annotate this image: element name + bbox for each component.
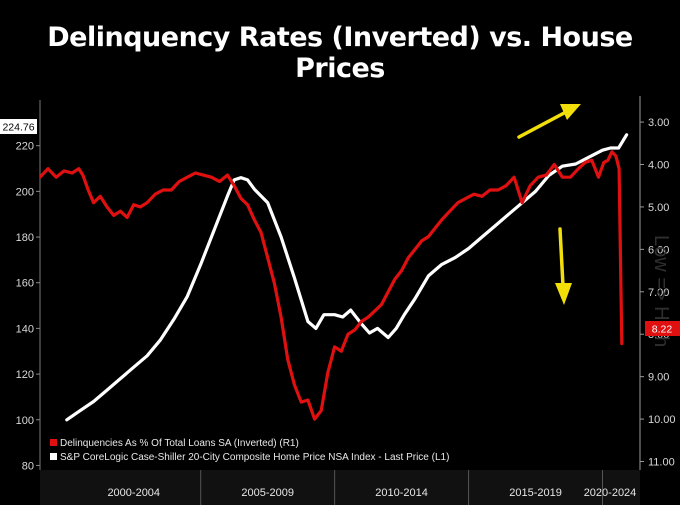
right-tick-label: 6.00 bbox=[648, 244, 669, 256]
left-tick-label: 140 bbox=[16, 323, 34, 335]
legend-label-delinquency: Delinquencies As % Of Total Loans SA (In… bbox=[60, 438, 299, 449]
x-period-label: 2000-2004 bbox=[107, 487, 160, 499]
left-axis-ticks: 80 100 120 140 160 180 200 220 bbox=[16, 141, 40, 472]
left-last-value-badge: 224.76 bbox=[0, 119, 37, 134]
left-tick-label: 180 bbox=[16, 232, 34, 244]
chart-title: Delinquency Rates (Inverted) vs. House P… bbox=[47, 22, 633, 84]
down-trend-arrow-icon bbox=[555, 227, 572, 305]
right-axis-watermark: Low => High bbox=[650, 235, 672, 347]
left-last-value-label: 224.76 bbox=[2, 122, 34, 134]
x-period-label: 2005-2009 bbox=[241, 487, 294, 499]
left-tick-label: 100 bbox=[16, 415, 34, 427]
legend-swatch-delinquency bbox=[50, 439, 57, 446]
right-last-value-label: 8.22 bbox=[652, 324, 673, 336]
x-period-label: 2015-2019 bbox=[509, 487, 562, 499]
right-tick-label: 4.00 bbox=[648, 159, 669, 171]
left-tick-label: 120 bbox=[16, 369, 34, 381]
left-tick-label: 200 bbox=[16, 186, 34, 198]
x-period-label: 2010-2014 bbox=[375, 487, 428, 499]
right-tick-label: 3.00 bbox=[648, 117, 669, 129]
x-axis-periods: 2000-2004 2005-2009 2010-2014 2015-2019 2020… bbox=[107, 470, 636, 505]
up-trend-arrow-icon bbox=[517, 104, 581, 139]
left-tick-label: 80 bbox=[22, 460, 34, 472]
legend-swatch-home-price bbox=[50, 453, 57, 460]
right-tick-label: 9.00 bbox=[648, 372, 669, 384]
home-price-series-line bbox=[65, 133, 629, 422]
right-tick-label: 7.00 bbox=[648, 287, 669, 299]
x-axis-strip bbox=[40, 470, 640, 505]
right-tick-label: 11.00 bbox=[648, 457, 675, 469]
delinquency-series-line bbox=[40, 150, 624, 421]
right-last-value-badge: 8.22 bbox=[645, 321, 680, 336]
legend-label-home-price: S&P CoreLogic Case-Shiller 20-City Compo… bbox=[60, 452, 449, 463]
left-tick-label: 160 bbox=[16, 278, 34, 290]
x-period-label: 2020-2024 bbox=[584, 487, 637, 499]
left-tick-label: 220 bbox=[16, 141, 34, 153]
right-tick-label: 5.00 bbox=[648, 202, 669, 214]
right-tick-label: 10.00 bbox=[648, 414, 676, 426]
chart-legend: Delinquencies As % Of Total Loans SA (In… bbox=[44, 433, 500, 467]
